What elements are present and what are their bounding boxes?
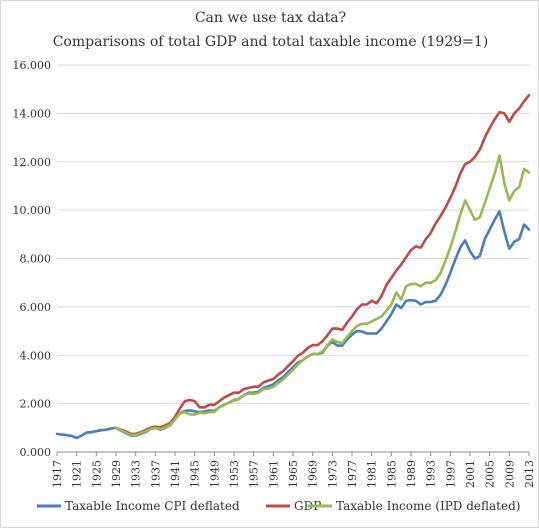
legend-label-2: GDP	[294, 499, 321, 513]
y-tick-label: 14.000	[13, 107, 52, 120]
y-tick-label: 0.000	[20, 446, 52, 459]
x-tick-label: 1997	[444, 460, 457, 488]
x-tick-label: 1937	[149, 460, 162, 488]
y-tick-label: 16.000	[13, 59, 52, 72]
series-line-2	[114, 93, 531, 436]
legend: Taxable Income CPI deflated GDP Taxable In…	[37, 499, 520, 513]
x-tick-label: 1977	[346, 460, 359, 488]
chart-title: Can we use tax data?	[195, 10, 346, 26]
x-tick-label: 1929	[110, 460, 123, 488]
x-tick-label: 1989	[405, 460, 418, 488]
legend-label-1: Taxable Income CPI deflated	[65, 499, 240, 513]
legend-label-3: Taxable Income (IPD deflated)	[336, 499, 520, 513]
x-tick-label: 1921	[71, 460, 84, 488]
x-tick-label: 1957	[248, 460, 261, 488]
x-tick-label: 2009	[503, 460, 516, 488]
x-tick-label: 2005	[484, 460, 497, 488]
series-lines	[55, 93, 531, 440]
axes: 0.000 2.000 4.000 6.000 8.000 10.000 12.000 14.…	[13, 59, 537, 488]
series-line-3	[114, 154, 531, 437]
x-tick-label: 2013	[523, 460, 536, 488]
x-tick-label: 1917	[51, 460, 64, 488]
x-tick-label: 1965	[287, 460, 300, 488]
y-tick-label: 12.000	[13, 156, 52, 169]
x-tick-label: 1945	[189, 460, 202, 488]
x-tick-label: 1973	[326, 460, 339, 488]
x-tick-label: 1933	[130, 460, 143, 488]
chart-subtitle: Comparisons of total GDP and total taxab…	[53, 34, 489, 50]
y-tick-label: 4.000	[20, 349, 52, 362]
y-tick-label: 6.000	[20, 301, 52, 314]
y-tick-label: 10.000	[13, 204, 52, 217]
x-tick-label: 1993	[425, 460, 438, 488]
x-tick-label: 1941	[169, 460, 182, 488]
x-tick-label: 1949	[208, 460, 221, 488]
x-tick-label: 2001	[464, 460, 477, 488]
x-tick-label: 1961	[267, 460, 280, 488]
y-tick-label: 2.000	[20, 398, 52, 411]
x-tick-label: 1969	[307, 460, 320, 488]
x-tick-label: 1953	[228, 460, 241, 488]
x-tick-label: 1985	[385, 460, 398, 488]
gridlines	[57, 64, 529, 405]
x-tick-label: 1925	[90, 460, 103, 488]
y-tick-label: 8.000	[20, 253, 52, 266]
x-tick-label: 1981	[366, 460, 379, 488]
